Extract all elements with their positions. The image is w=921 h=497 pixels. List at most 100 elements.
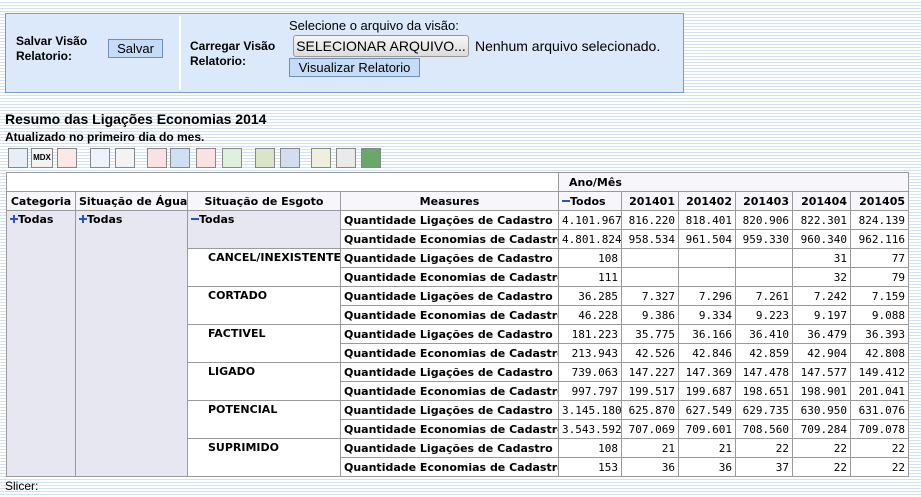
file-button[interactable]: SELECIONAR ARQUIVO... [293,35,469,57]
cell-text: 820.906 [742,213,789,227]
toggle-glyph [79,215,87,223]
cell-text: 36.285 [578,289,618,303]
cell-text: 959.330 [742,232,789,246]
cell-text: 707.069 [628,422,675,436]
value-cell: 108 [558,438,622,458]
cell-text: 4.101.967 [562,213,622,227]
column-header: Todos [558,191,622,211]
cell-text: Situação de Esgoto [204,194,324,208]
measure-cell: Quantidade Ligações de Cadastro [340,438,559,458]
value-cell: 37 [735,457,793,477]
excel-icon[interactable] [361,148,381,168]
cube-icon[interactable] [8,148,28,168]
view-button[interactable]: Visualizar Relatorio [289,58,420,77]
value-cell: 199.687 [678,381,736,401]
value-cell: 9.334 [678,305,736,325]
value-cell [678,248,736,268]
cell-text: 36.410 [749,327,789,341]
data-row: SUPRIMIDO Quantidade Ligações de Cadastro… [7,438,910,477]
value-cell: 9.386 [621,305,679,325]
cell-text: Quantidade Economias de Cadastro [344,270,559,284]
measure-cell: Quantidade Economias de Cadastro [340,419,559,439]
cell-text: 46.228 [578,308,618,322]
value-cell: 3.543.592 [558,419,622,439]
value-cell: 9.197 [792,305,851,325]
measure-cell: Quantidade Economias de Cadastro [340,457,559,477]
column-header: Categoria [6,191,76,211]
pivot-table: Ano/Mês Categoria Situação de Água Situação… [6,172,910,477]
data-row: Quantidade Economias de Cadastro 46.228 9.… [7,305,910,325]
value-cell: 709.284 [792,419,851,439]
cell-text: 201402 [686,194,732,208]
data-row: Quantidade Economias de Cadastro 111 32 79 [7,267,910,287]
measure-cell: Quantidade Ligações de Cadastro [340,362,559,382]
cell-text: Situação de Água [79,194,188,208]
cell-text: Quantidade Ligações de Cadastro [344,251,553,265]
cell-text: 960.340 [800,232,847,246]
cell-text: 709.078 [858,422,906,436]
cell-text: 32 [833,270,847,284]
value-cell: 35.775 [621,324,679,344]
cell-text: 816.220 [628,213,675,227]
chart-config-icon[interactable] [280,148,300,168]
value-cell: 36.393 [849,324,910,344]
print-icon[interactable] [311,148,331,168]
value-cell: 42.904 [792,343,851,363]
value-cell: 961.504 [678,229,736,249]
chart-icon[interactable] [255,148,275,168]
cell-text: 198.901 [800,384,847,398]
cell-text: 631.076 [858,403,906,417]
cell-text: 962.116 [858,232,906,246]
swap-icon[interactable] [115,148,135,168]
cell-text: Quantidade Economias de Cadastro [344,346,559,360]
cell-text: 9.223 [755,308,789,322]
cell-text: Quantidade Economias de Cadastro [344,460,559,474]
measure-cell: Quantidade Economias de Cadastro [340,229,559,249]
mdx-icon[interactable]: MDX [31,148,53,168]
expand-icon[interactable] [147,148,167,168]
cell-text: 201404 [801,194,847,208]
cell-text: 709.284 [800,422,847,436]
value-cell: 9.088 [849,305,910,325]
measure-cell: Quantidade Economias de Cadastro [340,381,559,401]
cell-text: Quantidade Economias de Cadastro [344,232,559,246]
save-button[interactable]: Salvar [108,39,163,58]
measure-cell: Quantidade Ligações de Cadastro [340,248,559,268]
value-cell [678,267,736,287]
cell-text: Quantidade Ligações de Cadastro [344,213,553,227]
hide-icon[interactable] [90,148,110,168]
collapse-icon[interactable] [170,148,190,168]
value-cell: 960.340 [792,229,851,249]
expand-toggle[interactable] [10,213,18,226]
cell-text: Categoria [10,194,72,208]
value-cell: 111 [558,267,622,287]
value-cell [621,267,679,287]
collapse-toggle[interactable] [562,195,570,208]
cell-text: 3.145.180 [562,403,622,417]
value-cell: 198.901 [792,381,851,401]
report-title: Resumo das Ligações Economias 2014 [5,111,267,127]
drill-icon[interactable] [196,148,216,168]
value-cell: 42.526 [621,343,679,363]
export-icon[interactable] [222,148,242,168]
cell-text: 201405 [859,194,906,208]
pdf-icon[interactable] [336,148,356,168]
cell-text: 153 [598,460,618,474]
cell-text: FACTIVEL [208,327,266,340]
value-cell: 739.063 [558,362,622,382]
value-cell: 7.296 [678,286,736,306]
sort-icon[interactable] [57,148,77,168]
value-cell: 820.906 [735,210,793,230]
cell-text: 108 [598,441,618,455]
cell-text: 958.534 [628,232,675,246]
value-cell: 822.301 [792,210,851,230]
cell-text: 42.808 [865,346,906,360]
data-row: CANCEL/INEXISTENTE Quantidade Ligações de… [7,248,910,287]
value-cell: 36.166 [678,324,736,344]
collapse-toggle[interactable] [191,213,199,226]
expand-toggle[interactable] [79,213,87,226]
value-cell: 42.808 [849,343,910,363]
value-cell: 997.797 [558,381,622,401]
value-cell: 962.116 [849,229,910,249]
value-cell: 147.478 [735,362,793,382]
